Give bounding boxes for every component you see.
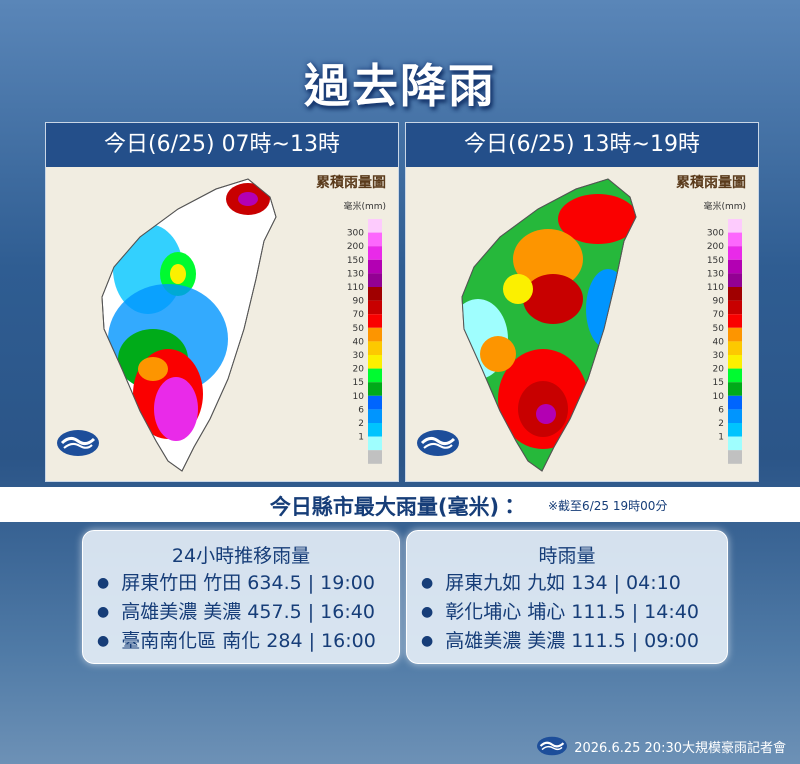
legend-swatch bbox=[728, 300, 742, 315]
legend-label: 300 bbox=[707, 229, 724, 239]
legend-label: 90 bbox=[713, 297, 725, 307]
legend-swatch bbox=[728, 259, 742, 274]
legend-label: 40 bbox=[713, 337, 725, 347]
legend-label: 70 bbox=[713, 310, 725, 320]
legend-label: 70 bbox=[353, 310, 365, 320]
legend-swatch bbox=[368, 259, 382, 274]
legend-swatch bbox=[368, 368, 382, 383]
unit-label: 毫米(mm) bbox=[703, 200, 746, 212]
legend-label: 6 bbox=[718, 405, 724, 415]
footer-text: 2026.6.25 20:30大規模豪雨記者會 bbox=[574, 740, 786, 756]
legend-swatch bbox=[728, 409, 742, 423]
logo bbox=[536, 736, 569, 756]
legend-label: 30 bbox=[353, 351, 365, 361]
section-band: 今日縣市最大雨量(毫米)： ※截至6/25 19時00分 bbox=[0, 487, 800, 522]
rain-map: 累積雨量圖毫米(mm)30020015013011090705040302015… bbox=[415, 174, 746, 472]
legend-label: 1 bbox=[718, 433, 724, 443]
item: 彰化埔心 埔心 111.5 | 14:40 bbox=[421, 599, 727, 628]
legend-swatch bbox=[728, 368, 742, 383]
legend-swatch bbox=[368, 246, 382, 260]
legend-swatch bbox=[728, 246, 742, 260]
legend-label: 15 bbox=[353, 378, 364, 388]
box-heading: 時雨量 bbox=[538, 545, 596, 567]
legend-label: 1 bbox=[358, 433, 364, 443]
legend-swatch bbox=[368, 409, 382, 423]
legend-swatch bbox=[368, 355, 382, 369]
item-list: 屏東竹田 竹田 634.5 | 19:00 高雄美濃 美濃 457.5 | 16… bbox=[83, 570, 399, 657]
legend-swatch bbox=[728, 314, 742, 328]
section-note: ※截至6/25 19時00分 bbox=[548, 499, 668, 513]
legend-label: 2 bbox=[358, 419, 364, 429]
legend-label: 50 bbox=[353, 324, 365, 334]
legend-label: 130 bbox=[347, 269, 364, 279]
footer: 2026.6.25 20:30大規模豪雨記者會 bbox=[536, 736, 786, 756]
stat-box: 時雨量 屏東九如 九如 134 | 04:10 彰化埔心 埔心 111.5 | … bbox=[406, 530, 728, 664]
legend-label: 6 bbox=[358, 405, 364, 415]
legend-label: 90 bbox=[353, 297, 365, 307]
legend-swatch bbox=[368, 314, 382, 328]
legend-label: 30 bbox=[713, 351, 725, 361]
item-list: 屏東九如 九如 134 | 04:10 彰化埔心 埔心 111.5 | 14:4… bbox=[407, 570, 727, 657]
legend-label: 200 bbox=[707, 242, 724, 252]
legend-swatch bbox=[368, 300, 382, 315]
legend-swatch bbox=[368, 436, 382, 451]
map-panel: 今日(6/25) 07時~13時 累積雨量圖 毫米(mm) 300 200 150 130… bbox=[45, 122, 399, 482]
legend-swatch bbox=[728, 232, 742, 247]
panel-heading: 今日(6/25) 07時~13時 bbox=[46, 123, 398, 167]
legend-swatch bbox=[728, 287, 742, 301]
legend-label: 300 bbox=[347, 229, 364, 239]
legend-swatch bbox=[728, 341, 742, 355]
legend-label: 50 bbox=[713, 324, 725, 334]
legend-label: 40 bbox=[353, 337, 365, 347]
legend-swatch bbox=[728, 327, 742, 342]
legend-label: 20 bbox=[353, 365, 365, 375]
legend-swatch bbox=[728, 436, 742, 451]
legend-swatch bbox=[368, 423, 382, 437]
legend-label: 15 bbox=[713, 378, 724, 388]
legend-label: 10 bbox=[713, 392, 725, 402]
legend-swatch bbox=[368, 382, 382, 396]
legend-swatch bbox=[728, 395, 742, 410]
legend-swatch bbox=[728, 355, 742, 369]
legend-swatch bbox=[728, 423, 742, 437]
legend-label: 110 bbox=[707, 283, 724, 293]
legend-swatch bbox=[728, 382, 742, 396]
map-panel: 今日(6/25) 13時~19時 累積雨量圖 毫米(mm) 300 200 150 130… bbox=[405, 122, 759, 482]
legend-label: 20 bbox=[713, 365, 725, 375]
unit-label: 毫米(mm) bbox=[343, 200, 386, 212]
legend-swatch bbox=[368, 450, 382, 464]
legend-label: 150 bbox=[707, 256, 724, 266]
item: 屏東竹田 竹田 634.5 | 19:00 bbox=[97, 570, 399, 599]
box-heading: 24小時推移雨量 bbox=[171, 545, 311, 567]
item: 屏東九如 九如 134 | 04:10 bbox=[421, 570, 727, 599]
stat-box: 24小時推移雨量 屏東竹田 竹田 634.5 | 19:00 高雄美濃 美濃 4… bbox=[82, 530, 400, 664]
page-title: 過去降雨 bbox=[304, 59, 496, 113]
map-title: 累積雨量圖 bbox=[676, 174, 746, 191]
legend-swatch bbox=[728, 450, 742, 464]
panel-heading: 今日(6/25) 13時~19時 bbox=[406, 123, 758, 167]
legend-swatch bbox=[728, 273, 742, 287]
legend-label: 130 bbox=[707, 269, 724, 279]
rain-map: 累積雨量圖毫米(mm)30020015013011090705040302015… bbox=[55, 174, 386, 472]
legend-swatch bbox=[368, 287, 382, 301]
legend-swatch bbox=[368, 395, 382, 410]
legend-label: 10 bbox=[353, 392, 365, 402]
item: 高雄美濃 美濃 457.5 | 16:40 bbox=[97, 599, 399, 628]
section-title: 今日縣市最大雨量(毫米)： bbox=[269, 495, 521, 519]
legend-swatch bbox=[368, 327, 382, 342]
item: 臺南南化區 南化 284 | 16:00 bbox=[97, 628, 399, 657]
item: 高雄美濃 美濃 111.5 | 09:00 bbox=[421, 628, 727, 657]
legend-swatch bbox=[368, 341, 382, 355]
legend-swatch bbox=[368, 219, 382, 233]
legend-swatch bbox=[368, 273, 382, 287]
map-title: 累積雨量圖 bbox=[316, 174, 386, 191]
legend-label: 110 bbox=[347, 283, 364, 293]
legend-swatch bbox=[368, 232, 382, 247]
legend-swatch bbox=[728, 219, 742, 233]
legend-label: 2 bbox=[718, 419, 724, 429]
legend-label: 200 bbox=[347, 242, 364, 252]
legend-label: 150 bbox=[347, 256, 364, 266]
